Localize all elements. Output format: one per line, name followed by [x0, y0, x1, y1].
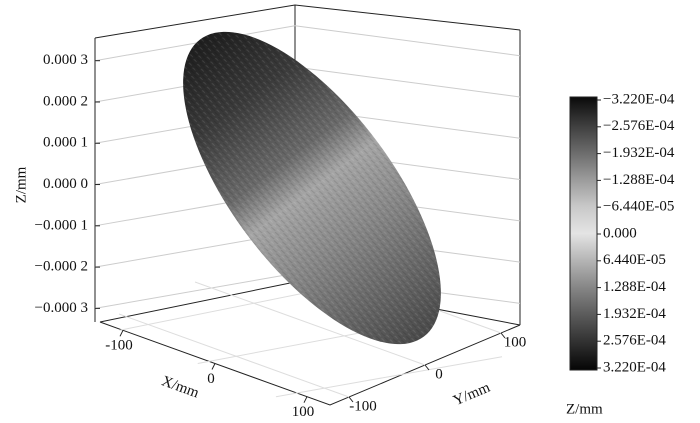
- colorbar-tick-label: −6.440E-05: [603, 199, 674, 215]
- colorbar-tick-label: 1.288E-04: [603, 279, 666, 295]
- z-tick-label: 0.000 2: [43, 93, 88, 109]
- grid-line: [94, 25, 296, 62]
- colorbar-tick-label: 0.000: [603, 225, 637, 241]
- x-tick-label: 0: [207, 371, 215, 387]
- z-tick-label: 0.000 3: [43, 52, 88, 68]
- colorbar-tick-label: −1.288E-04: [603, 172, 675, 188]
- grid-line: [194, 281, 426, 366]
- grid-line: [119, 289, 319, 331]
- x-tick: [119, 330, 124, 337]
- y-tick-label: -100: [349, 398, 377, 414]
- grid-line: [294, 66, 521, 98]
- y-tick-label: 100: [504, 334, 527, 350]
- x-tick-label: -100: [105, 338, 133, 354]
- y-tick: [424, 364, 430, 371]
- grid-line: [294, 25, 521, 57]
- y-tick: [348, 396, 354, 403]
- y-tick: [500, 332, 506, 339]
- box-edge: [99, 321, 521, 406]
- box-edge: [94, 4, 521, 39]
- colorbar-tick-label: −3.220E-04: [603, 91, 675, 107]
- colorbar-tick-label: 3.220E-04: [603, 359, 666, 375]
- colorbar-tick-label: 1.932E-04: [603, 306, 666, 322]
- x-tick-label: 100: [292, 404, 315, 420]
- grid-line: [118, 313, 350, 398]
- colorbar-tick-label: 2.576E-04: [603, 333, 666, 349]
- z-axis-label: Z/mm: [13, 166, 29, 203]
- colorbar-tick-label: 6.440E-05: [603, 252, 666, 268]
- colorbar-tick-label: −2.576E-04: [603, 118, 675, 134]
- surface: [183, 31, 441, 345]
- colorbar-tick-label: −1.932E-04: [603, 145, 675, 161]
- surface-texture: [183, 31, 441, 345]
- y-tick-label: 0: [435, 366, 443, 382]
- y-axis-label: Y/mm: [451, 380, 493, 410]
- x-axis-label: X/mm: [159, 373, 201, 401]
- grid-line: [94, 272, 296, 309]
- x-tick: [303, 396, 308, 403]
- colorbar: [569, 96, 598, 371]
- z-tick-label: −0.000 3: [35, 300, 88, 316]
- grid-line: [275, 356, 503, 398]
- z-tick-label: 0.000 0: [43, 176, 88, 192]
- z-tick-label: −0.000 1: [35, 217, 88, 233]
- z-tick-label: 0.000 1: [43, 135, 88, 151]
- x-tick: [211, 363, 216, 370]
- colorbar-label: Z/mm: [566, 401, 603, 417]
- z-tick-label: −0.000 2: [35, 259, 88, 275]
